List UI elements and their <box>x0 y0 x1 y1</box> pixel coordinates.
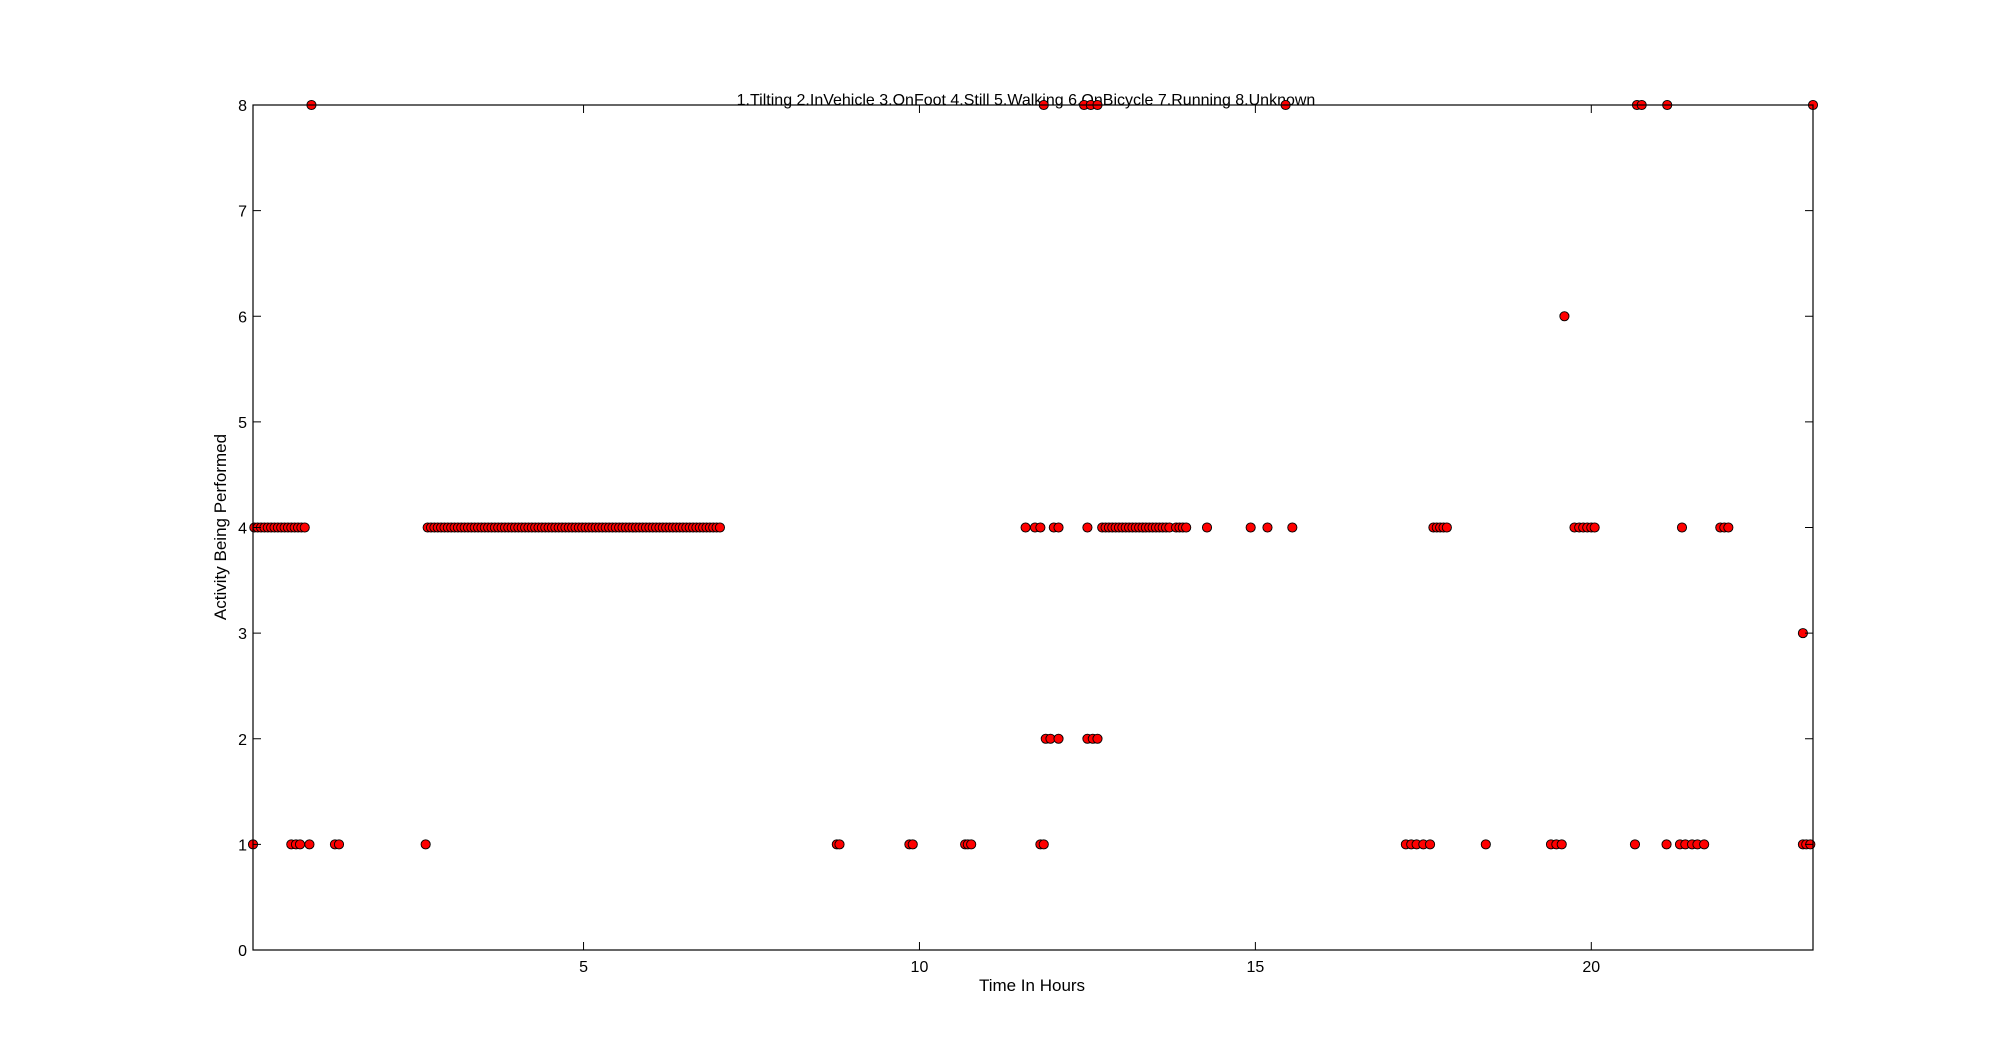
x-axis-label: Time In Hours <box>979 976 1085 995</box>
y-tick-label: 6 <box>238 309 247 326</box>
x-tick-label: 15 <box>1246 959 1264 976</box>
x-tick-label: 20 <box>1582 959 1600 976</box>
data-point <box>304 839 315 850</box>
data-point <box>1201 522 1213 533</box>
y-tick-label: 3 <box>238 626 247 643</box>
data-point <box>333 839 345 850</box>
plot-frame <box>252 104 1814 951</box>
data-point <box>1053 522 1064 533</box>
data-point <box>1181 522 1192 533</box>
y-tick-label: 2 <box>238 732 247 749</box>
points-layer <box>247 99 1819 850</box>
data-point <box>294 839 306 850</box>
data-point <box>1699 839 1710 850</box>
y-tick-label: 4 <box>238 521 247 538</box>
data-point <box>1441 522 1452 533</box>
data-point <box>907 839 918 850</box>
data-point <box>1480 839 1491 850</box>
data-point <box>1287 522 1298 533</box>
y-tick-label: 7 <box>238 204 247 221</box>
data-point <box>1559 311 1570 322</box>
data-point <box>1723 522 1734 533</box>
data-point <box>299 522 310 533</box>
data-point <box>1556 839 1567 850</box>
y-tick-label: 0 <box>238 943 247 960</box>
data-point <box>1053 733 1064 744</box>
data-point <box>420 839 431 850</box>
y-tick-label: 5 <box>238 415 247 432</box>
data-point <box>1661 839 1672 850</box>
data-point <box>1676 522 1688 533</box>
y-tick-label: 8 <box>238 98 247 115</box>
x-tick-label: 10 <box>911 959 929 976</box>
data-point <box>1092 733 1103 744</box>
data-point <box>1425 839 1436 850</box>
data-point <box>714 522 725 533</box>
y-axis-label: Activity Being Performed <box>211 434 230 620</box>
data-point <box>1038 839 1049 850</box>
data-point <box>1589 522 1600 533</box>
y-tick-label: 1 <box>238 837 247 854</box>
chart-title: 1.Tilting 2.InVehicle 3.OnFoot 4.Still 5… <box>737 92 1316 109</box>
x-tick-label: 5 <box>579 959 588 976</box>
data-point <box>834 839 845 850</box>
data-point <box>1245 522 1256 533</box>
data-point <box>1262 522 1273 533</box>
ticks-layer: 0 1 2 3 4 5 6 7 8 5 10 15 20 <box>238 98 1813 976</box>
data-point <box>1629 839 1641 850</box>
data-point <box>1082 522 1093 533</box>
data-point <box>966 839 977 850</box>
data-point <box>1020 522 1031 533</box>
data-point <box>1035 522 1046 533</box>
